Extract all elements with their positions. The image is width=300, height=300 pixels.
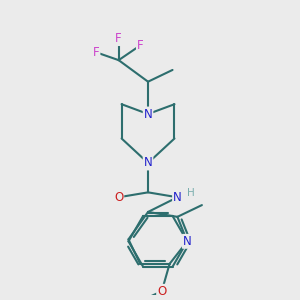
Text: F: F xyxy=(137,39,143,52)
Text: N: N xyxy=(183,235,192,248)
Text: N: N xyxy=(173,191,182,204)
Text: F: F xyxy=(115,32,122,45)
Text: H: H xyxy=(187,188,195,198)
Text: O: O xyxy=(157,285,167,298)
Text: N: N xyxy=(144,107,152,121)
Text: N: N xyxy=(144,157,152,169)
Text: F: F xyxy=(93,46,99,59)
Text: O: O xyxy=(114,191,123,204)
